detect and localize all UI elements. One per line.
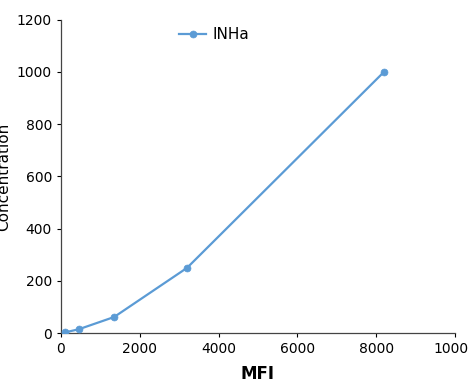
INHa [381, 69, 387, 74]
INHa [184, 265, 190, 270]
Line: INHa: INHa [61, 68, 387, 336]
X-axis label: MFI: MFI [241, 365, 275, 383]
INHa [76, 327, 82, 332]
Y-axis label: Concentration: Concentration [0, 122, 11, 230]
INHa [62, 330, 68, 335]
Legend: INHa: INHa [179, 27, 250, 42]
INHa [111, 315, 117, 319]
